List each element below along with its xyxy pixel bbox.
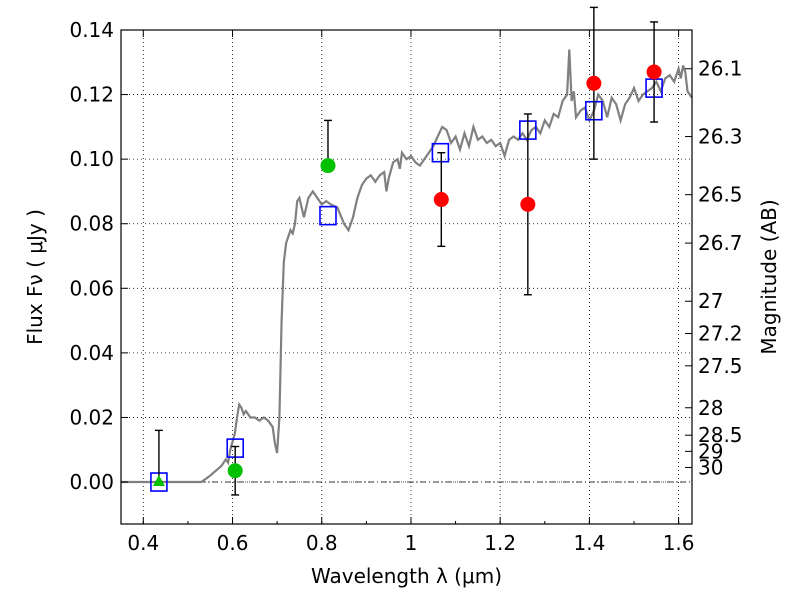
y-tick-label: 0.02 — [69, 405, 114, 429]
y-tick-label: 0.08 — [69, 212, 114, 236]
y-tick-label: 0.12 — [69, 83, 114, 107]
grid-lines — [121, 29, 692, 524]
x-tick-label: 1.4 — [573, 531, 605, 555]
x-axis-label: Wavelength λ (μm) — [311, 564, 502, 588]
x-tick-label: 1.2 — [484, 531, 516, 555]
y-tick-label: 0.10 — [69, 147, 114, 171]
model-square-marker — [431, 142, 450, 163]
observed-green-marker — [227, 463, 243, 479]
right-tick-label: 29 — [698, 439, 723, 463]
right-tick-label: 27.2 — [698, 322, 743, 346]
x-tick-label: 1 — [405, 531, 418, 555]
x-tick-label: 0.4 — [127, 531, 159, 555]
right-tick-label: 28 — [698, 396, 723, 420]
spectrum-line — [121, 49, 693, 484]
right-tick-label: 27.5 — [698, 354, 743, 378]
x-tick-label: 1.6 — [663, 531, 695, 555]
data-layer — [121, 6, 693, 496]
y-axis-label: Flux Fν ( μJy ) — [23, 209, 47, 345]
right-tick-label: 26.3 — [698, 125, 743, 149]
observed-red-marker — [433, 192, 449, 208]
right-tick-label: 30 — [698, 455, 723, 479]
tick-layer: 0.4 0.6 0.8 1 1.2 1.4 1.6 0.00 0.02 0.04 0.06 0.08 0… — [69, 18, 742, 555]
right-tick-label: 26.5 — [698, 183, 743, 207]
x-tick-label: 0.6 — [217, 531, 249, 555]
right-tick-label: 26.7 — [698, 231, 743, 255]
observed-red-marker — [520, 196, 536, 212]
x-tick-label: 0.8 — [306, 531, 338, 555]
upper-limit-triangle-marker — [152, 475, 165, 487]
observed-red-marker — [586, 75, 602, 91]
right-tick-label: 26.1 — [698, 57, 743, 81]
plot-frame — [120, 29, 693, 525]
y-tick-label: 0.14 — [69, 18, 114, 42]
model-square-marker — [319, 205, 337, 226]
observed-green-marker — [320, 158, 336, 174]
y-tick-label: 0.00 — [69, 470, 114, 494]
right-tick-label: 28.5 — [698, 423, 743, 447]
y-tick-label: 0.06 — [69, 276, 114, 300]
observed-red-marker — [646, 64, 662, 80]
right-tick-label: 27 — [698, 289, 723, 313]
right-axis-label: Magnitude (AB) — [757, 199, 781, 354]
y-tick-label: 0.04 — [69, 341, 114, 365]
